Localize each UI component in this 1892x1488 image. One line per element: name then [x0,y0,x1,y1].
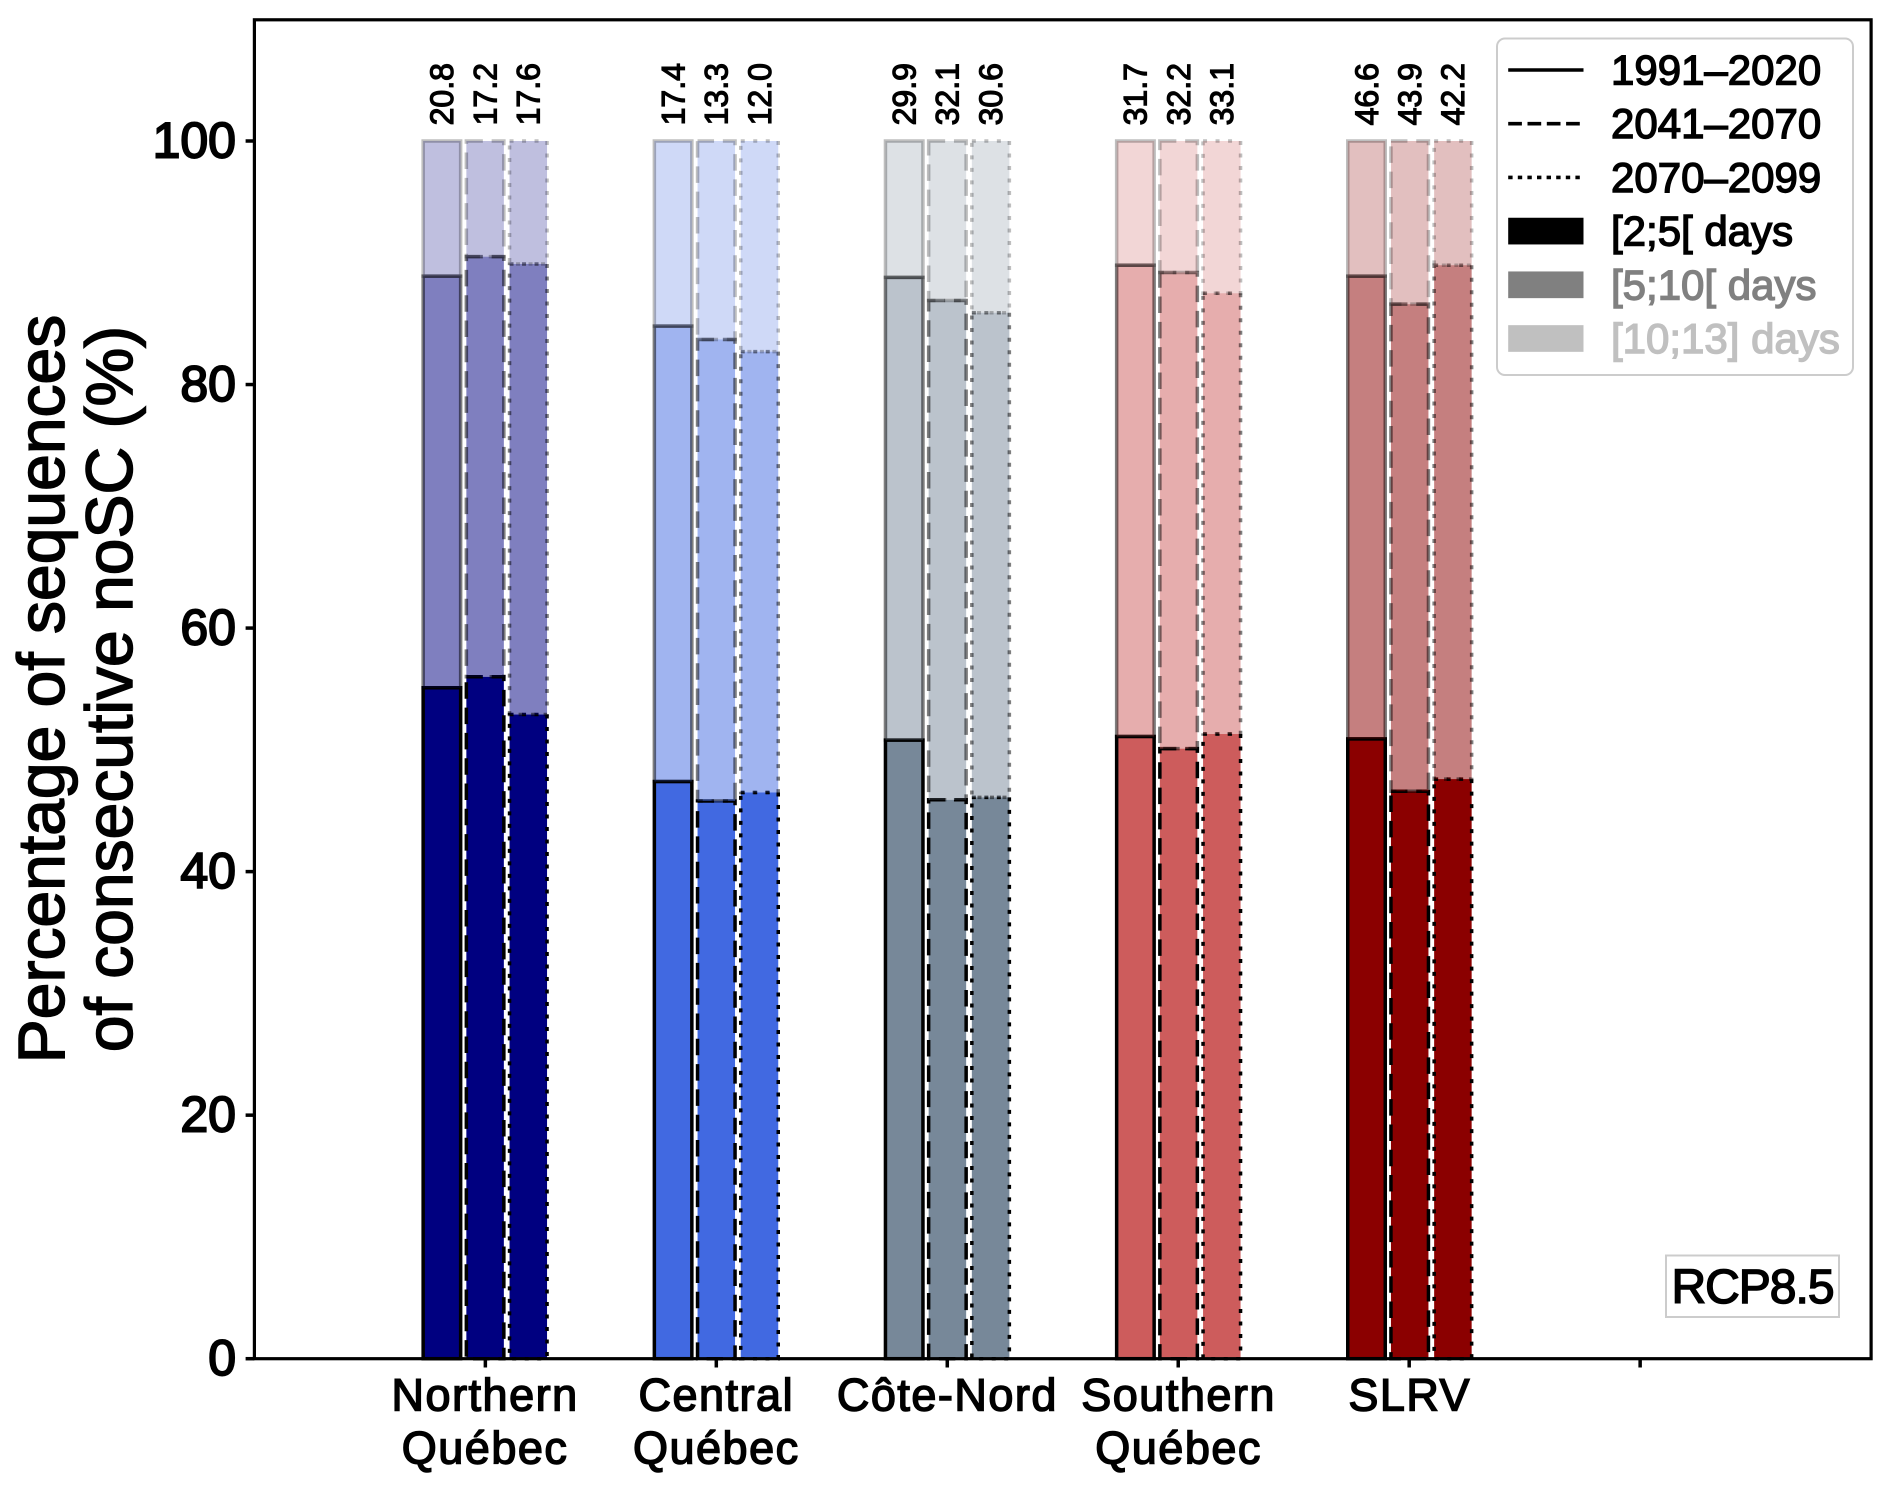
svg-text:0: 0 [208,1330,236,1386]
svg-text:42.2: 42.2 [1435,63,1471,125]
svg-text:29.9: 29.9 [887,63,923,125]
svg-text:32.2: 32.2 [1161,63,1197,125]
svg-text:of consecutive noSC (%): of consecutive noSC (%) [72,326,146,1052]
svg-text:46.6: 46.6 [1349,63,1385,125]
svg-text:60: 60 [180,600,236,656]
svg-text:33.1: 33.1 [1204,63,1240,125]
svg-text:Québec: Québec [1095,1423,1262,1474]
svg-text:30.6: 30.6 [973,63,1009,125]
svg-text:32.1: 32.1 [930,63,966,125]
svg-text:Central: Central [639,1370,795,1421]
svg-text:[10;13] days: [10;13] days [1611,315,1840,362]
svg-text:[5;10[ days: [5;10[ days [1611,261,1816,308]
svg-text:Percentage of sequences: Percentage of sequences [4,315,78,1064]
svg-text:[2;5[ days: [2;5[ days [1611,208,1793,255]
svg-text:31.7: 31.7 [1118,63,1154,125]
svg-text:17.4: 17.4 [655,63,691,125]
svg-text:2041–2070: 2041–2070 [1611,100,1821,147]
svg-text:Québec: Québec [633,1423,800,1474]
svg-text:20: 20 [180,1087,236,1143]
svg-text:1991–2020: 1991–2020 [1611,47,1821,94]
svg-text:100: 100 [153,113,236,169]
svg-text:SLRV: SLRV [1348,1370,1471,1421]
svg-text:Québec: Québec [402,1423,569,1474]
svg-text:13.3: 13.3 [699,63,735,125]
svg-text:Northern: Northern [392,1370,579,1421]
svg-text:2070–2099: 2070–2099 [1611,154,1821,201]
svg-text:80: 80 [180,356,236,412]
svg-text:RCP8.5: RCP8.5 [1671,1261,1833,1314]
svg-text:Southern: Southern [1081,1370,1276,1421]
svg-text:17.2: 17.2 [467,63,503,125]
svg-text:17.6: 17.6 [511,63,547,125]
svg-text:43.9: 43.9 [1392,63,1428,125]
svg-text:Côte-Nord: Côte-Nord [837,1370,1058,1421]
svg-text:12.0: 12.0 [742,63,778,125]
svg-text:20.8: 20.8 [424,63,460,125]
svg-text:40: 40 [180,843,236,899]
